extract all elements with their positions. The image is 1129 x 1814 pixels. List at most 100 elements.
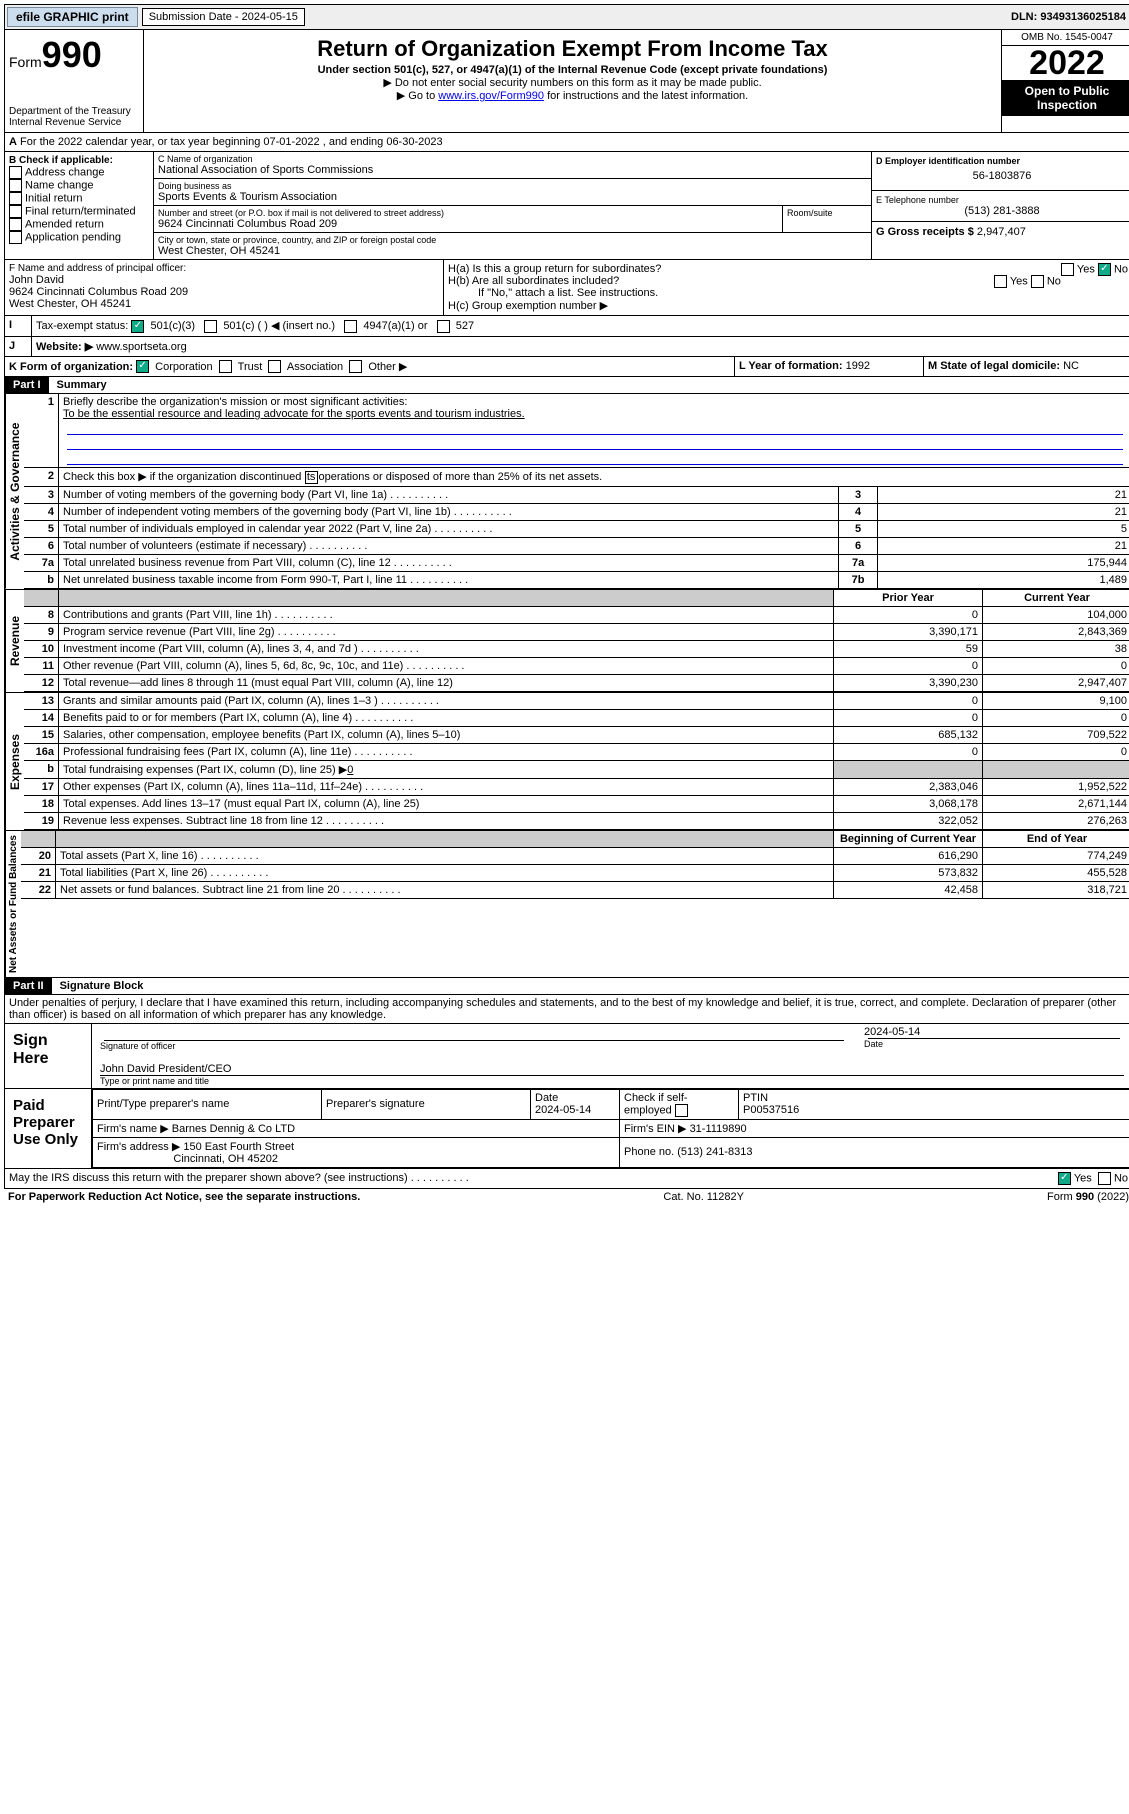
d-label: D Employer identification number	[876, 156, 1128, 166]
v16b: 0	[347, 764, 353, 776]
revenue-label: Revenue	[5, 590, 24, 692]
c14: 0	[983, 709, 1129, 726]
preparer-block: Paid Preparer Use Only Print/Type prepar…	[4, 1089, 1129, 1169]
p9: 3,390,171	[834, 623, 983, 640]
cb-name-change[interactable]	[9, 179, 22, 192]
cb-ha-no[interactable]	[1098, 263, 1111, 276]
prep-date: 2024-05-14	[535, 1104, 591, 1116]
p10: 59	[834, 640, 983, 657]
part1-header: Part I Summary	[4, 377, 1129, 394]
mission-q: Briefly describe the organization's miss…	[63, 396, 407, 408]
c19: 276,263	[983, 812, 1129, 829]
efile-button[interactable]: efile GRAPHIC print	[7, 7, 138, 27]
cb-application-pending[interactable]	[9, 231, 22, 244]
cb-final-return[interactable]	[9, 205, 22, 218]
v4: 21	[878, 503, 1129, 520]
p8: 0	[834, 606, 983, 623]
hc-label: H(c) Group exemption number ▶	[448, 299, 1128, 312]
c22: 318,721	[983, 881, 1129, 898]
c11: 0	[983, 657, 1129, 674]
part1-governance: Activities & Governance 1 Briefly descri…	[4, 394, 1129, 590]
part2-header: Part II Signature Block	[4, 978, 1129, 995]
cb-hb-yes[interactable]	[994, 275, 1007, 288]
c20: 774,249	[983, 847, 1129, 864]
section-bcdeg: B Check if applicable: Address change Na…	[4, 152, 1129, 260]
c15: 709,522	[983, 726, 1129, 743]
firm-addr1: 150 East Fourth Street	[183, 1141, 294, 1153]
prep-sig-label: Preparer's signature	[322, 1089, 531, 1119]
gross-receipts: 2,947,407	[977, 226, 1026, 238]
cb-address-change[interactable]	[9, 166, 22, 179]
p14: 0	[834, 709, 983, 726]
officer-addr1: 9624 Cincinnati Columbus Road 209	[9, 286, 439, 298]
sign-block: Sign Here Signature of officer 2024-05-1…	[4, 1024, 1129, 1089]
c10: 38	[983, 640, 1129, 657]
mission-a: To be the essential resource and leading…	[63, 408, 525, 420]
c17: 1,952,522	[983, 778, 1129, 795]
footer-mid: Cat. No. 11282Y	[663, 1191, 744, 1203]
firm-addr2: Cincinnati, OH 45202	[173, 1153, 278, 1165]
signer-name: John David President/CEO	[100, 1063, 231, 1075]
p19: 322,052	[834, 812, 983, 829]
cb-ha-yes[interactable]	[1061, 263, 1074, 276]
form-title: Return of Organization Exempt From Incom…	[148, 36, 997, 62]
perjury-text: Under penalties of perjury, I declare th…	[4, 995, 1129, 1024]
hb-label: H(b) Are all subordinates included?	[448, 275, 619, 287]
sign-date: 2024-05-14	[864, 1026, 1124, 1038]
cb-501c3[interactable]	[131, 320, 144, 333]
cb-corp[interactable]	[136, 360, 149, 373]
subtitle-2: ▶ Do not enter social security numbers o…	[148, 76, 997, 89]
state-domicile: NC	[1063, 360, 1079, 372]
topbar: efile GRAPHIC print Submission Date - 20…	[4, 4, 1129, 30]
p16a: 0	[834, 743, 983, 760]
ptin: P00537516	[743, 1104, 799, 1116]
cb-discuss-yes[interactable]	[1058, 1172, 1071, 1185]
cb-527[interactable]	[437, 320, 450, 333]
cb-self-employed[interactable]	[675, 1104, 688, 1117]
cb-assoc[interactable]	[268, 360, 281, 373]
c12: 2,947,407	[983, 674, 1129, 691]
c16a: 0	[983, 743, 1129, 760]
officer-addr2: West Chester, OH 45241	[9, 298, 439, 310]
b-label: B Check if applicable:	[9, 155, 149, 166]
p15: 685,132	[834, 726, 983, 743]
line-i: I Tax-exempt status: 501(c)(3) 501(c) ( …	[4, 316, 1129, 337]
subtitle-3: ▶ Go to www.irs.gov/Form990 for instruct…	[148, 89, 997, 102]
line-a: A For the 2022 calendar year, or tax yea…	[4, 133, 1129, 152]
firm-name: Barnes Dennig & Co LTD	[172, 1123, 295, 1135]
website: www.sportseta.org	[96, 341, 186, 353]
sign-here-label: Sign Here	[5, 1024, 92, 1088]
ein: 56-1803876	[876, 166, 1128, 186]
v3: 21	[878, 486, 1129, 503]
cb-4947[interactable]	[344, 320, 357, 333]
cb-discuss-no[interactable]	[1098, 1172, 1111, 1185]
p18: 3,068,178	[834, 795, 983, 812]
p12: 3,390,230	[834, 674, 983, 691]
org-name: National Association of Sports Commissio…	[158, 164, 867, 176]
cb-discontinued[interactable]	[305, 471, 318, 484]
discuss-row: May the IRS discuss this return with the…	[4, 1169, 1129, 1189]
sig-officer-label: Signature of officer	[100, 1041, 848, 1051]
cb-trust[interactable]	[219, 360, 232, 373]
cb-hb-no[interactable]	[1031, 275, 1044, 288]
part1-expenses: Expenses 13Grants and similar amounts pa…	[4, 693, 1129, 831]
cb-amended[interactable]	[9, 218, 22, 231]
section-fh: F Name and address of principal officer:…	[4, 260, 1129, 316]
c8: 104,000	[983, 606, 1129, 623]
cb-initial-return[interactable]	[9, 192, 22, 205]
footer: For Paperwork Reduction Act Notice, see …	[4, 1189, 1129, 1205]
cb-501c[interactable]	[204, 320, 217, 333]
g-label: G Gross receipts $	[876, 226, 974, 238]
form-number: Form990	[9, 34, 139, 76]
v6: 21	[878, 537, 1129, 554]
city: West Chester, OH 45241	[158, 245, 867, 257]
irs-link[interactable]: www.irs.gov/Form990	[438, 90, 544, 102]
p17: 2,383,046	[834, 778, 983, 795]
c-name-label: C Name of organization	[158, 154, 867, 164]
tax-year: 2022	[1002, 46, 1129, 80]
p20: 616,290	[834, 847, 983, 864]
v7a: 175,944	[878, 554, 1129, 571]
cb-other[interactable]	[349, 360, 362, 373]
telephone: (513) 281-3888	[876, 205, 1128, 217]
paid-preparer-label: Paid Preparer Use Only	[5, 1089, 92, 1168]
